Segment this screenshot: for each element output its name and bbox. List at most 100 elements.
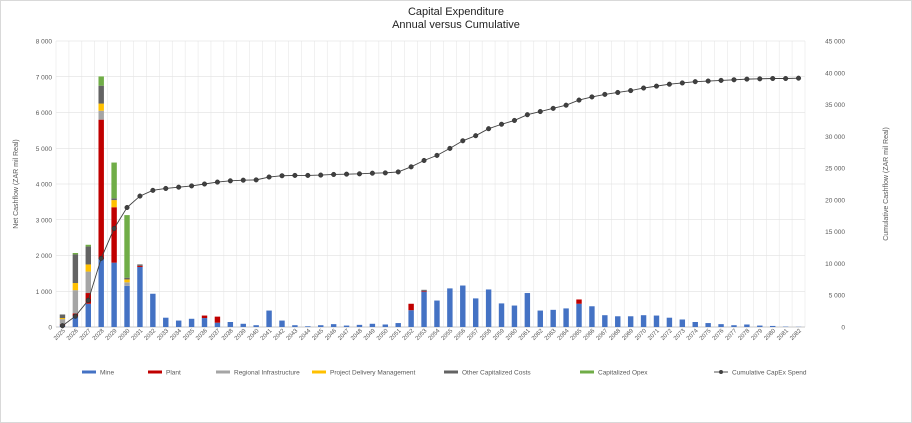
y2-axis-title: Cumulative Cashflow (ZAR mil Real) (883, 127, 890, 241)
bar-mine (292, 325, 298, 327)
x-tick-label: 2051 (389, 328, 403, 342)
cumulative-point (602, 91, 608, 97)
bar-regional-infrastructure (98, 110, 104, 120)
cumulative-point (757, 76, 763, 82)
bar-capitalized-opex (85, 244, 91, 247)
cumulative-point (253, 177, 259, 183)
y2-tick-label: 30 000 (825, 134, 845, 141)
x-tick-label: 2034 (169, 328, 183, 342)
gridlines (55, 40, 806, 328)
cumulative-point (408, 164, 414, 170)
x-axis-ticks: 2025 2026 2027 2028 2029 2030 2031 2032 2033 2034… (53, 328, 803, 342)
right-axis-ticks: 0 5 000 10 000 15 000 20 000 25 000 30 000 35 0… (825, 39, 845, 332)
cumulative-line-path (62, 77, 799, 327)
bar-mine (266, 310, 272, 327)
cumulative-point (382, 170, 388, 176)
x-tick-label: 2046 (324, 328, 338, 342)
x-tick-label: 2071 (647, 328, 661, 342)
legend-swatch (216, 370, 230, 374)
bar-mine (589, 306, 595, 327)
bar-mine (563, 308, 569, 327)
bar-mine (240, 323, 246, 327)
x-tick-label: 2050 (376, 328, 390, 342)
bar-mine (124, 285, 130, 327)
cumulative-point (666, 81, 672, 87)
x-tick-label: 2053 (415, 328, 429, 342)
bar-regional-infrastructure (59, 319, 66, 325)
x-tick-label: 2080 (763, 328, 777, 342)
bar-regional-infrastructure (124, 282, 130, 286)
bar-plant (137, 265, 143, 267)
y2-tick-label: 0 (841, 325, 845, 332)
bar-mine (524, 293, 531, 327)
x-tick-label: 2081 (776, 328, 790, 342)
legend-swatch (82, 370, 96, 374)
x-tick-label: 2075 (699, 328, 713, 342)
x-tick-label: 2058 (479, 328, 493, 342)
left-axis-ticks: 0 1 000 2 000 3 000 4 000 5 000 6 000 7 000 8 00… (36, 39, 53, 332)
legend-swatch-marker (719, 370, 723, 374)
bar-other-capitalized-costs (421, 289, 427, 291)
cumulative-point (589, 94, 595, 100)
cumulative-point (369, 170, 375, 176)
cumulative-point (550, 105, 556, 111)
bar-mine (615, 316, 621, 327)
cumulative-point (744, 76, 750, 82)
x-tick-label: 2072 (660, 328, 674, 342)
cumulative-point (679, 80, 685, 86)
cumulative-point (615, 89, 621, 95)
x-tick-label: 2057 (466, 328, 480, 342)
cumulative-point (240, 177, 246, 183)
y-tick-label: 8 000 (36, 39, 53, 46)
bar-project-delivery-management (85, 264, 91, 272)
x-tick-label: 2040 (247, 328, 261, 342)
cumulative-point (511, 117, 517, 123)
legend-label: Capitalized Opex (598, 369, 648, 376)
x-tick-label: 2031 (131, 328, 145, 342)
bar-plant (421, 290, 427, 292)
bar-mine (253, 325, 259, 327)
bar-capitalized-opex (72, 252, 79, 255)
cumulative-point (85, 297, 91, 303)
x-tick-label: 2052 (402, 328, 416, 342)
cumulative-point (499, 121, 505, 127)
cumulative-point (227, 178, 233, 184)
bar-mine (163, 317, 169, 327)
cumulative-point (331, 171, 337, 177)
cumulative-point (770, 75, 776, 81)
bar-mine (214, 322, 221, 327)
bar-plant (201, 315, 208, 319)
cumulative-point (783, 75, 789, 81)
legend-label: Regional Infrastructure (234, 369, 300, 376)
x-tick-label: 2025 (53, 328, 67, 342)
legend-swatch (444, 370, 458, 374)
cumulative-point (150, 187, 156, 193)
y2-tick-label: 20 000 (825, 197, 845, 204)
bar-project-delivery-management (124, 279, 130, 283)
x-tick-label: 2049 (363, 328, 377, 342)
bar-other-capitalized-costs (111, 198, 117, 201)
cumulative-point (111, 225, 117, 231)
cumulative-point (731, 77, 737, 83)
bar-mine (653, 315, 660, 327)
cumulative-point (434, 152, 440, 158)
bar-mine (447, 288, 453, 327)
cumulative-point (356, 171, 362, 177)
x-tick-label: 2068 (608, 328, 622, 342)
bar-mine (498, 303, 505, 327)
bar-mine (343, 325, 350, 327)
cumulative-point (344, 171, 350, 177)
bar-project-delivery-management (72, 283, 79, 291)
cumulative-point (72, 313, 78, 319)
x-tick-label: 2055 (441, 328, 455, 342)
x-tick-label: 2079 (751, 328, 765, 342)
legend-swatch (312, 370, 326, 374)
bar-mine (640, 315, 647, 327)
x-tick-label: 2078 (738, 328, 752, 342)
bar-mine (330, 324, 337, 327)
y2-tick-label: 25 000 (825, 166, 845, 173)
bar-mine (770, 325, 776, 327)
bar-mine (111, 262, 117, 327)
